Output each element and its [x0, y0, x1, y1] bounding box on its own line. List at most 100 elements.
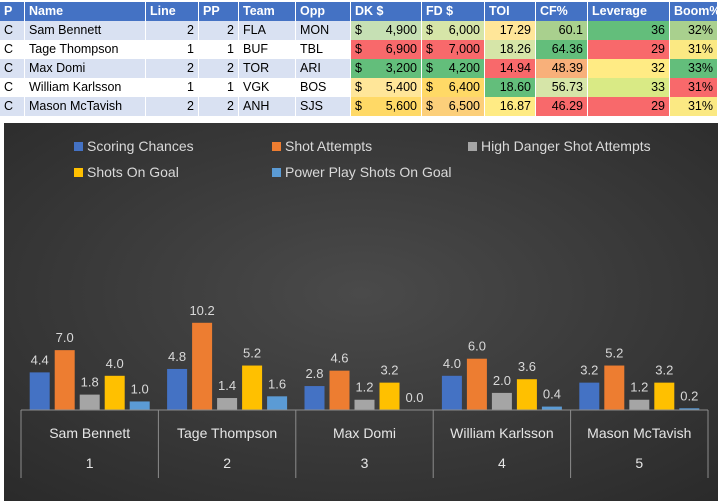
- cell-dk: $4,900: [350, 21, 422, 40]
- cell-line: 1: [145, 78, 199, 97]
- amount: 7,000: [448, 42, 480, 56]
- cell-name: Tage Thompson: [24, 40, 146, 59]
- cell-pos: C: [0, 21, 25, 40]
- cell-opp: TBL: [295, 40, 351, 59]
- col-header-team[interactable]: Team: [238, 2, 296, 21]
- chart-background: [4, 123, 718, 501]
- cell-pp: 2: [198, 21, 239, 40]
- cell-pp: 2: [198, 97, 239, 116]
- cell-boom: 33%: [669, 59, 718, 78]
- data-label: 1.2: [355, 380, 373, 395]
- bar: [379, 382, 400, 410]
- cell-team: FLA: [238, 21, 296, 40]
- data-label: 4.0: [443, 356, 461, 371]
- cell-leverage: 32: [587, 59, 670, 78]
- cell-pos: C: [0, 97, 25, 116]
- bar: [354, 399, 375, 410]
- bar: [242, 365, 263, 410]
- col-header-boom[interactable]: Boom%: [669, 2, 718, 21]
- bar: [217, 398, 238, 410]
- cell-fd: $6,400: [421, 78, 485, 97]
- col-header-opp[interactable]: Opp: [295, 2, 351, 21]
- bar: [441, 375, 462, 410]
- cell-pp: 2: [198, 59, 239, 78]
- col-header-cf[interactable]: CF%: [535, 2, 588, 21]
- cell-team: TOR: [238, 59, 296, 78]
- amount: 6,000: [448, 23, 480, 37]
- bar: [304, 386, 325, 410]
- data-label: 2.0: [493, 373, 511, 388]
- cell-line: 2: [145, 21, 199, 40]
- legend-swatch: [74, 168, 83, 177]
- col-header-name[interactable]: Name: [24, 2, 146, 21]
- group-number-label: 4: [498, 455, 506, 471]
- amount: 6,900: [385, 42, 417, 56]
- group-number-label: 5: [635, 455, 643, 471]
- table-row[interactable]: C William Karlsson 1 1 VGK BOS $5,400 $6,400 18.…: [0, 78, 718, 97]
- cell-leverage: 29: [587, 97, 670, 116]
- currency-symbol: $: [355, 80, 362, 94]
- data-label: 7.0: [56, 330, 74, 345]
- cell-pos: C: [0, 78, 25, 97]
- table-row[interactable]: C Sam Bennett 2 2 FLA MON $4,900 $6,000 17.29 60.…: [0, 21, 718, 40]
- legend-label: High Danger Shot Attempts: [481, 138, 651, 154]
- currency-symbol: $: [426, 80, 433, 94]
- col-header-dk[interactable]: DK $: [350, 2, 422, 21]
- bar: [466, 358, 487, 410]
- table-row[interactable]: C Tage Thompson 1 1 BUF TBL $6,900 $7,000 18.26 6…: [0, 40, 718, 59]
- amount: 5,400: [385, 80, 417, 94]
- cell-toi: 18.26: [484, 40, 536, 59]
- col-header-pos[interactable]: P: [0, 2, 25, 21]
- data-label: 1.6: [268, 376, 286, 391]
- currency-symbol: $: [426, 61, 433, 75]
- currency-symbol: $: [355, 42, 362, 56]
- data-label: 0.0: [405, 390, 423, 405]
- col-header-toi[interactable]: TOI: [484, 2, 536, 21]
- chart-bars: 4.4 7.0 1.8 4.0 1.0 4.8 10.2 1.4 5.2 1.6 2.8 4.6 1.2…: [29, 303, 700, 410]
- table-row[interactable]: C Max Domi 2 2 TOR ARI $3,200 $4,200 14.94 48.39 3…: [0, 59, 718, 78]
- currency-symbol: $: [426, 99, 433, 113]
- bar-chart: Scoring Chances Shot Attempts High Danger …: [4, 123, 718, 501]
- cell-boom: 31%: [669, 40, 718, 59]
- group-number-label: 2: [223, 455, 231, 471]
- cell-cf: 56.73: [535, 78, 588, 97]
- bar: [29, 372, 50, 410]
- table-row[interactable]: C Mason McTavish 2 2 ANH SJS $5,600 $6,500 16.87…: [0, 97, 718, 116]
- col-header-fd[interactable]: FD $: [421, 2, 485, 21]
- category-label: Mason McTavish: [587, 425, 691, 441]
- data-label: 4.8: [168, 349, 186, 364]
- currency-symbol: $: [355, 23, 362, 37]
- cell-pos: C: [0, 59, 25, 78]
- legend-label: Shot Attempts: [285, 138, 372, 154]
- stats-table: P Name Line PP Team Opp DK $ FD $ TOI CF…: [0, 2, 718, 116]
- legend-swatch: [272, 142, 281, 151]
- legend-swatch: [468, 142, 477, 151]
- legend-label: Scoring Chances: [87, 138, 194, 154]
- bar: [491, 392, 512, 410]
- bar: [54, 350, 75, 410]
- col-header-leverage[interactable]: Leverage: [587, 2, 670, 21]
- bar: [541, 406, 562, 410]
- cell-name: Sam Bennett: [24, 21, 146, 40]
- data-label: 2.8: [305, 366, 323, 381]
- bar: [192, 322, 213, 410]
- cell-fd: $7,000: [421, 40, 485, 59]
- cell-name: Mason McTavish: [24, 97, 146, 116]
- currency-symbol: $: [355, 99, 362, 113]
- bar: [604, 365, 625, 410]
- cell-leverage: 36: [587, 21, 670, 40]
- cell-dk: $6,900: [350, 40, 422, 59]
- cell-cf: 64.36: [535, 40, 588, 59]
- group-number-label: 1: [86, 455, 94, 471]
- data-label: 4.4: [31, 352, 49, 367]
- amount: 6,400: [448, 80, 480, 94]
- cell-line: 2: [145, 59, 199, 78]
- cell-pp: 1: [198, 78, 239, 97]
- col-header-line[interactable]: Line: [145, 2, 199, 21]
- data-label: 1.0: [131, 381, 149, 396]
- data-label: 3.6: [518, 359, 536, 374]
- cell-boom: 31%: [669, 97, 718, 116]
- cell-fd: $4,200: [421, 59, 485, 78]
- cell-toi: 16.87: [484, 97, 536, 116]
- col-header-pp[interactable]: PP: [198, 2, 239, 21]
